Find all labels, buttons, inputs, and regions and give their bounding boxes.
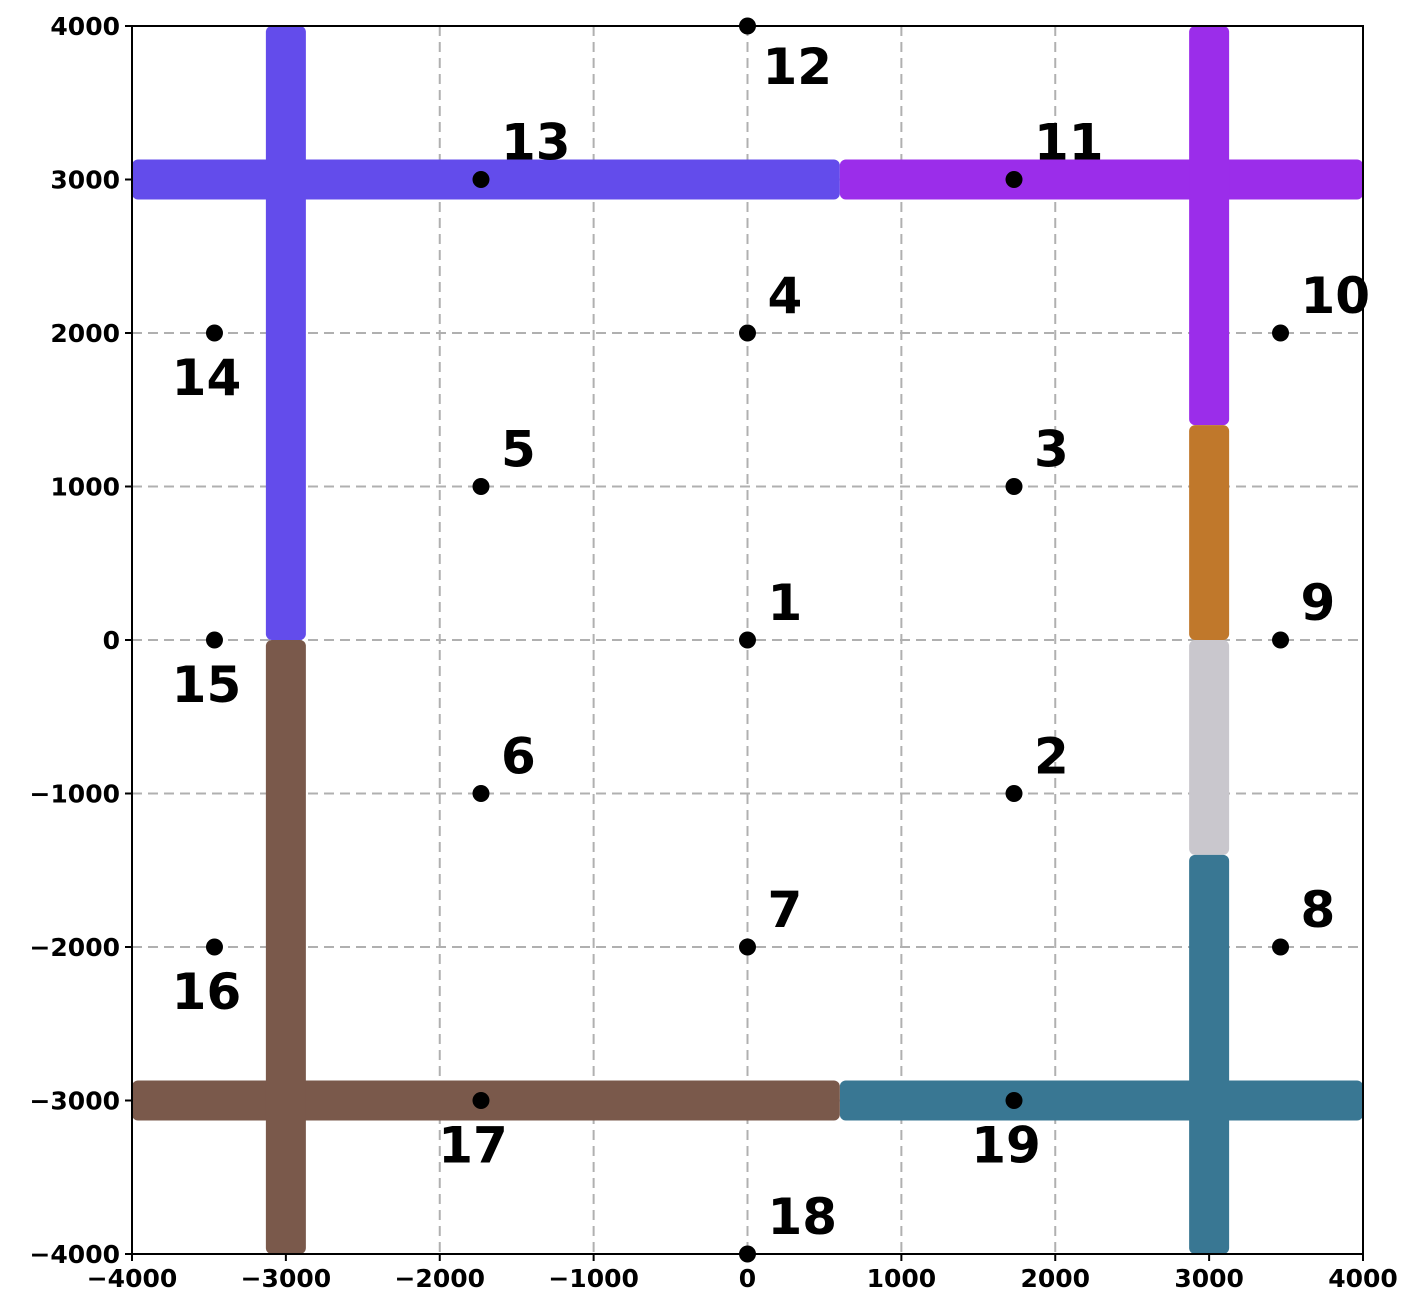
x-tick-label-0: −4000 (87, 1264, 178, 1293)
y-axis-ticks: −4000 −3000 −2000 −1000 0 1000 2000 3000 4000 (29, 12, 132, 1269)
point-label-2: 2 (1034, 728, 1069, 786)
point-label-6: 6 (501, 728, 536, 786)
y-tick-label-8: 4000 (50, 12, 120, 41)
band-2 (839, 159, 1363, 200)
data-point-16 (205, 938, 223, 956)
band-4 (1189, 425, 1230, 640)
y-tick-label-1: −3000 (29, 1087, 120, 1116)
x-tick-label-8: 4000 (1328, 1264, 1398, 1293)
data-point-2 (1005, 785, 1023, 802)
point-label-10: 10 (1301, 267, 1371, 325)
x-tick-label-5: 1000 (867, 1264, 937, 1293)
data-point-7 (739, 938, 756, 956)
data-point-5 (472, 478, 490, 495)
x-tick-label-7: 3000 (1174, 1264, 1244, 1293)
band-5 (1189, 640, 1230, 855)
x-tick-label-1: −3000 (241, 1264, 332, 1293)
point-label-19: 19 (971, 1117, 1041, 1175)
y-tick-label-3: −1000 (29, 780, 120, 809)
band-9 (265, 640, 306, 1254)
colored-bands (132, 26, 1363, 1254)
point-label-5: 5 (501, 421, 536, 479)
point-label-3: 3 (1034, 421, 1069, 479)
point-label-7: 7 (768, 881, 803, 939)
data-point-3 (1005, 478, 1023, 495)
y-tick-label-0: −4000 (29, 1240, 120, 1269)
y-tick-label-5: 1000 (50, 473, 120, 502)
data-point-13 (472, 171, 490, 188)
y-tick-label-4: 0 (103, 626, 120, 655)
data-point-8 (1272, 938, 1290, 956)
x-tick-label-4: 0 (739, 1264, 756, 1293)
band-1 (265, 26, 306, 640)
data-point-14 (205, 324, 223, 342)
x-tick-label-2: −2000 (394, 1264, 485, 1293)
point-label-4: 4 (768, 267, 803, 325)
data-point-6 (472, 785, 490, 802)
x-axis-ticks: −4000 −3000 −2000 −1000 0 1000 2000 3000 4000 (87, 1254, 1398, 1293)
data-point-1 (739, 631, 756, 649)
band-7 (839, 1080, 1363, 1121)
point-label-15: 15 (172, 656, 242, 714)
point-label-12: 12 (763, 38, 833, 96)
data-points (205, 17, 1290, 1263)
data-point-10 (1272, 324, 1290, 342)
band-3 (1189, 26, 1230, 426)
x-tick-label-6: 2000 (1020, 1264, 1090, 1293)
point-label-13: 13 (501, 114, 571, 172)
point-label-17: 17 (438, 1117, 508, 1175)
data-point-11 (1005, 171, 1023, 188)
point-label-9: 9 (1301, 574, 1336, 632)
point-label-16: 16 (172, 963, 242, 1021)
band-6 (1189, 854, 1230, 1254)
y-tick-label-6: 2000 (50, 319, 120, 348)
point-label-8: 8 (1301, 881, 1336, 939)
point-label-1: 1 (768, 574, 803, 632)
data-point-4 (739, 324, 756, 342)
point-label-14: 14 (172, 349, 242, 407)
point-label-18: 18 (768, 1188, 838, 1246)
data-point-15 (205, 631, 223, 649)
x-tick-label-3: −1000 (548, 1264, 639, 1293)
point-label-11: 11 (1034, 114, 1104, 172)
y-tick-label-2: −2000 (29, 933, 120, 962)
data-point-19 (1005, 1092, 1023, 1109)
data-point-17 (472, 1092, 490, 1109)
data-point-9 (1272, 631, 1290, 649)
y-tick-label-7: 3000 (50, 166, 120, 195)
